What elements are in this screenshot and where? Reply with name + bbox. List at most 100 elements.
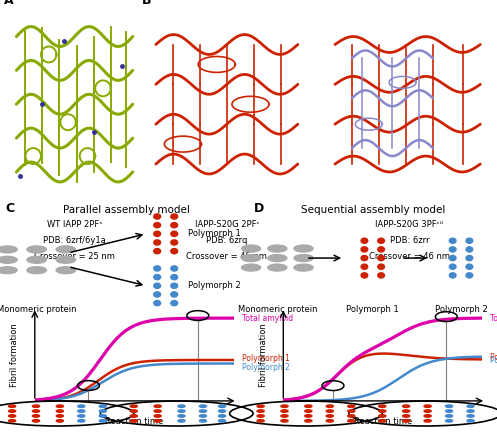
Ellipse shape xyxy=(403,415,410,417)
Text: Polymorph 2: Polymorph 2 xyxy=(188,281,241,290)
Text: WT IAPP 2PFˢ: WT IAPP 2PFˢ xyxy=(47,220,102,229)
Ellipse shape xyxy=(379,420,386,422)
Ellipse shape xyxy=(466,264,473,269)
Text: Fibril formation: Fibril formation xyxy=(10,323,19,387)
Text: Monomeric protein: Monomeric protein xyxy=(0,305,77,314)
Ellipse shape xyxy=(171,292,177,297)
Circle shape xyxy=(0,267,17,274)
Text: IAPP-S20G 2PFᶜ: IAPP-S20G 2PFᶜ xyxy=(195,220,259,229)
Ellipse shape xyxy=(171,283,177,288)
Ellipse shape xyxy=(305,410,312,412)
Ellipse shape xyxy=(171,275,177,280)
Ellipse shape xyxy=(178,410,185,412)
Ellipse shape xyxy=(449,238,456,243)
Circle shape xyxy=(268,264,287,271)
Ellipse shape xyxy=(154,240,161,245)
Text: PDB: 6zrf/6y1a: PDB: 6zrf/6y1a xyxy=(43,236,106,245)
Ellipse shape xyxy=(361,247,368,252)
Text: B: B xyxy=(142,0,152,6)
Circle shape xyxy=(27,256,46,263)
Text: Fibril formation: Fibril formation xyxy=(259,323,268,387)
Ellipse shape xyxy=(403,420,410,422)
Circle shape xyxy=(294,245,313,252)
Ellipse shape xyxy=(154,231,161,236)
Ellipse shape xyxy=(348,415,355,417)
Ellipse shape xyxy=(466,238,473,243)
Circle shape xyxy=(56,267,76,274)
Ellipse shape xyxy=(449,273,456,278)
Ellipse shape xyxy=(130,405,137,407)
Ellipse shape xyxy=(32,410,40,412)
Ellipse shape xyxy=(467,415,474,417)
Ellipse shape xyxy=(403,410,410,412)
Ellipse shape xyxy=(445,410,453,412)
Ellipse shape xyxy=(305,420,312,422)
Ellipse shape xyxy=(130,420,137,422)
Ellipse shape xyxy=(56,410,64,412)
Text: Polymorph 2: Polymorph 2 xyxy=(242,362,289,372)
Ellipse shape xyxy=(326,405,333,407)
Ellipse shape xyxy=(154,292,161,297)
Ellipse shape xyxy=(378,264,385,269)
Circle shape xyxy=(242,264,260,271)
Ellipse shape xyxy=(305,415,312,417)
Ellipse shape xyxy=(178,415,185,417)
Text: Reaction time: Reaction time xyxy=(105,417,164,426)
Ellipse shape xyxy=(154,214,161,219)
Ellipse shape xyxy=(378,238,385,243)
Ellipse shape xyxy=(178,420,185,422)
Text: Total amyloid: Total amyloid xyxy=(490,313,497,323)
Ellipse shape xyxy=(178,405,185,407)
Text: Crossover = 25 nm: Crossover = 25 nm xyxy=(34,252,115,261)
Ellipse shape xyxy=(378,255,385,261)
Ellipse shape xyxy=(281,420,288,422)
Text: PDB: 6zrq: PDB: 6zrq xyxy=(206,236,248,245)
Ellipse shape xyxy=(348,405,355,407)
Ellipse shape xyxy=(130,415,137,417)
Circle shape xyxy=(27,267,46,274)
Text: Polymorph 1: Polymorph 1 xyxy=(188,229,241,238)
Ellipse shape xyxy=(424,405,431,407)
Ellipse shape xyxy=(361,238,368,243)
Ellipse shape xyxy=(171,301,177,306)
Ellipse shape xyxy=(281,405,288,407)
Circle shape xyxy=(294,255,313,262)
Ellipse shape xyxy=(154,275,161,280)
Ellipse shape xyxy=(326,410,333,412)
Ellipse shape xyxy=(78,405,85,407)
Ellipse shape xyxy=(32,420,40,422)
Circle shape xyxy=(242,245,260,252)
Ellipse shape xyxy=(56,420,64,422)
Ellipse shape xyxy=(361,273,368,278)
Ellipse shape xyxy=(379,415,386,417)
Text: Reaction time: Reaction time xyxy=(353,417,412,426)
Circle shape xyxy=(242,255,260,262)
Ellipse shape xyxy=(154,301,161,306)
Ellipse shape xyxy=(154,249,161,254)
Ellipse shape xyxy=(219,410,226,412)
Circle shape xyxy=(27,246,46,253)
Ellipse shape xyxy=(326,415,333,417)
Text: Parallel assembly model: Parallel assembly model xyxy=(63,205,190,215)
Ellipse shape xyxy=(449,264,456,269)
Ellipse shape xyxy=(257,410,264,412)
Ellipse shape xyxy=(257,415,264,417)
Ellipse shape xyxy=(154,405,161,407)
Ellipse shape xyxy=(219,420,226,422)
Ellipse shape xyxy=(8,410,16,412)
Ellipse shape xyxy=(78,415,85,417)
Text: Crossover = 46 nm: Crossover = 46 nm xyxy=(369,252,450,261)
Ellipse shape xyxy=(466,255,473,261)
Text: Polymorph 2: Polymorph 2 xyxy=(435,305,488,314)
Text: Total amyloid: Total amyloid xyxy=(242,313,293,323)
Ellipse shape xyxy=(403,405,410,407)
Text: Polymorph 1: Polymorph 1 xyxy=(242,354,289,363)
Ellipse shape xyxy=(199,415,207,417)
Text: PDB: 6zrr: PDB: 6zrr xyxy=(390,236,429,245)
Text: Polymorph 1: Polymorph 1 xyxy=(490,353,497,362)
Ellipse shape xyxy=(219,405,226,407)
Ellipse shape xyxy=(8,415,16,417)
Ellipse shape xyxy=(467,420,474,422)
Text: Polymorph 1: Polymorph 1 xyxy=(346,305,399,314)
Ellipse shape xyxy=(326,420,333,422)
